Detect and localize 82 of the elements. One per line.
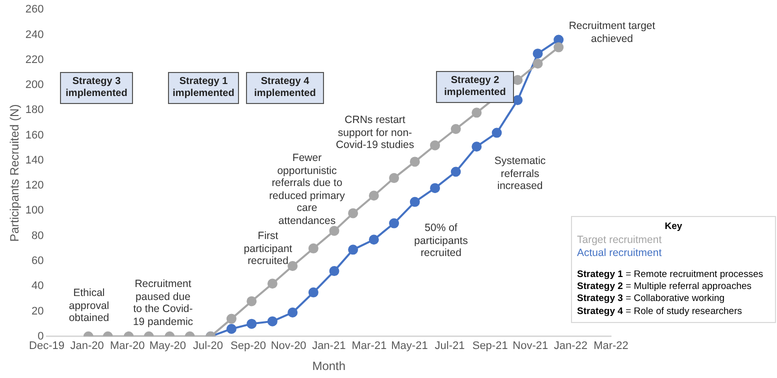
point [472, 142, 482, 152]
x-tick-label: Sep-20 [230, 340, 266, 352]
annotation: Strategy 4 implemented [246, 72, 324, 104]
annotation: Strategy 2 = Multiple referral approaches [577, 281, 753, 294]
point [226, 324, 236, 334]
point [554, 42, 564, 52]
point [348, 244, 358, 255]
x-tick-label: Dec-19 [29, 340, 64, 352]
point [348, 208, 358, 218]
annotation: CRNs restart support for non-Covid-19 studies [334, 114, 416, 152]
legend-title: Key [664, 221, 684, 234]
point [492, 128, 502, 138]
annotation: Recruitment target achieved [568, 20, 656, 45]
x-axis-title: Month [312, 359, 346, 374]
point [226, 314, 236, 324]
annotation: Strategy 1 implemented [168, 72, 239, 104]
point [267, 278, 278, 289]
x-tick-label: Mar-20 [110, 340, 145, 352]
y-tick-label: 200 [25, 79, 44, 92]
y-tick-label: 100 [25, 204, 44, 217]
annotation: Fewer opportunistic referrals due to reduced primary care attendances [268, 152, 346, 227]
y-axis-title: Participants Recruited (N) [8, 104, 22, 242]
y-tick-label: 160 [25, 129, 44, 142]
y-tick-label: 220 [25, 54, 44, 66]
point [308, 287, 318, 298]
y-tick-label: 20 [32, 305, 44, 318]
x-tick-label: Jul-21 [434, 340, 465, 352]
x-tick-label: Mar-21 [352, 340, 387, 352]
point [267, 316, 278, 326]
point [430, 183, 440, 194]
x-tick-label: May-20 [149, 340, 186, 352]
y-tick-label: 180 [25, 104, 44, 116]
point [430, 140, 440, 150]
annotation: Strategy 3 = Collaborative working [577, 293, 726, 306]
annotation: Strategy 2 implemented [436, 71, 514, 103]
annotation: Recruitment paused due to the Covid-19 pandemic [132, 278, 194, 328]
point [246, 318, 257, 329]
x-tick-label: May-21 [391, 340, 428, 352]
point [368, 190, 379, 201]
text: Target recruitment [577, 234, 663, 247]
point [410, 156, 420, 167]
point [389, 173, 400, 184]
y-tick-label: 80 [32, 230, 44, 242]
annotation: Systematic referrals increased [493, 155, 547, 192]
y-tick-label: 40 [32, 280, 44, 292]
point [329, 266, 340, 276]
x-tick-label: Mar-22 [594, 340, 628, 352]
point [288, 308, 298, 318]
annotation: Strategy 1 = Remote recruitment processes [577, 268, 764, 282]
x-tick-label: Nov-21 [512, 340, 548, 352]
point [389, 218, 400, 228]
x-tick-label: Jul-20 [192, 340, 223, 352]
annotation: Strategy 4 = Role of study researchers [577, 306, 744, 318]
annotation: Strategy 3 implemented [60, 72, 133, 104]
point [450, 124, 461, 134]
point [288, 261, 298, 272]
point [246, 296, 257, 306]
annotation: Ethical approval obtained [68, 287, 110, 324]
y-tick-label: 60 [32, 255, 44, 268]
y-tick-label: 0 [38, 330, 44, 342]
point [410, 196, 420, 207]
x-tick-label: Jan-22 [554, 340, 588, 352]
x-tick-label: Jan-20 [70, 340, 104, 352]
y-tick-label: 120 [25, 180, 44, 192]
point [368, 234, 379, 245]
y-tick-label: 140 [25, 154, 44, 166]
text: Actual recruitment [577, 246, 663, 259]
y-tick-label: 260 [25, 4, 44, 16]
point [512, 74, 523, 85]
point [329, 226, 340, 236]
point [532, 58, 543, 69]
point [512, 95, 523, 106]
point [450, 166, 461, 177]
point [472, 108, 482, 118]
point [308, 243, 318, 254]
y-tick-label: 240 [25, 28, 44, 41]
x-tick-label: Nov-20 [270, 340, 306, 352]
annotation: First participant recruited [242, 230, 294, 268]
point [532, 48, 543, 59]
x-tick-label: Sep-21 [472, 340, 508, 352]
annotation: 50% of participants recruited [413, 222, 469, 260]
x-tick-label: Jan-21 [312, 340, 346, 352]
